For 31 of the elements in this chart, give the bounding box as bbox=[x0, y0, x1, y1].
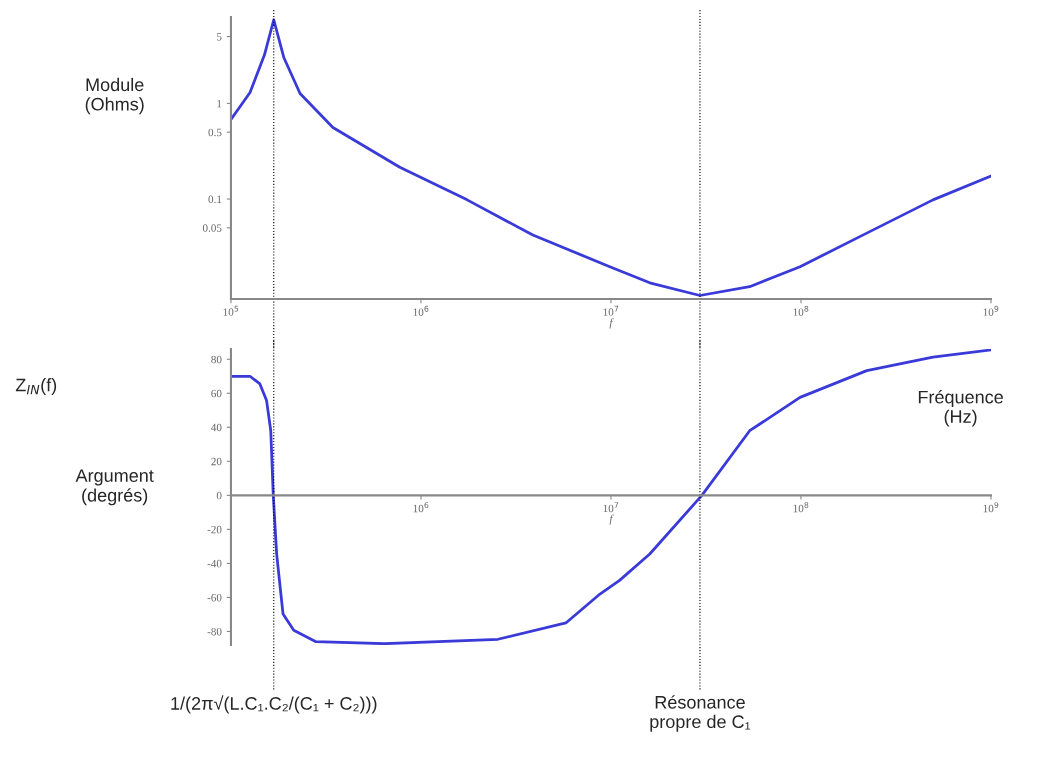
ref-line-label: 1/(2π√(L.C₁.C₂/(C₁ + C₂))) bbox=[171, 695, 377, 714]
x-tick-label: 10$^{8}$ bbox=[793, 305, 809, 316]
y-tick-label: -20 bbox=[207, 525, 222, 534]
text: Z$_{IN}$(f) bbox=[15, 378, 57, 395]
x-tick-label: 10$^{6}$ bbox=[413, 305, 429, 316]
annotation: Fréquence (Hz) bbox=[918, 390, 1003, 427]
y-tick-label: -40 bbox=[207, 559, 222, 568]
y-tick-label: 0 bbox=[216, 491, 222, 500]
y-tick-label: -60 bbox=[207, 593, 222, 602]
y-tick-label: 1 bbox=[217, 99, 222, 108]
y-tick-label: 5 bbox=[217, 33, 222, 41]
ref-line-label: Résonance propre de C₁ bbox=[650, 695, 751, 732]
x-tick-label: 10$^{7}$ bbox=[603, 502, 619, 513]
y-tick-label: 80 bbox=[211, 355, 222, 364]
x-tick-label: 10$^{7}$ bbox=[603, 305, 619, 316]
x-axis-title: f bbox=[609, 514, 614, 525]
y-tick-label: 20 bbox=[211, 457, 222, 466]
y-tick-label: 0.1 bbox=[208, 195, 222, 204]
x-tick-label: 10$^{9}$ bbox=[983, 305, 999, 316]
x-tick-label: 10$^{5}$ bbox=[223, 305, 239, 316]
y-tick-label: 40 bbox=[211, 423, 222, 432]
y-axis-title: Argument (degrés) bbox=[75, 469, 154, 506]
y-tick-label: 60 bbox=[211, 389, 222, 398]
y-tick-label: 0.05 bbox=[202, 224, 222, 232]
x-tick-label: 10$^{6}$ bbox=[413, 502, 429, 513]
y-tick-label: 0.5 bbox=[208, 128, 222, 137]
x-tick-label: 10$^{8}$ bbox=[793, 502, 809, 513]
y-tick-label: -80 bbox=[207, 627, 222, 636]
x-tick-label: 10$^{9}$ bbox=[983, 502, 999, 513]
y-axis-title: Module (Ohms) bbox=[85, 77, 144, 115]
x-axis-title: f bbox=[609, 318, 614, 329]
